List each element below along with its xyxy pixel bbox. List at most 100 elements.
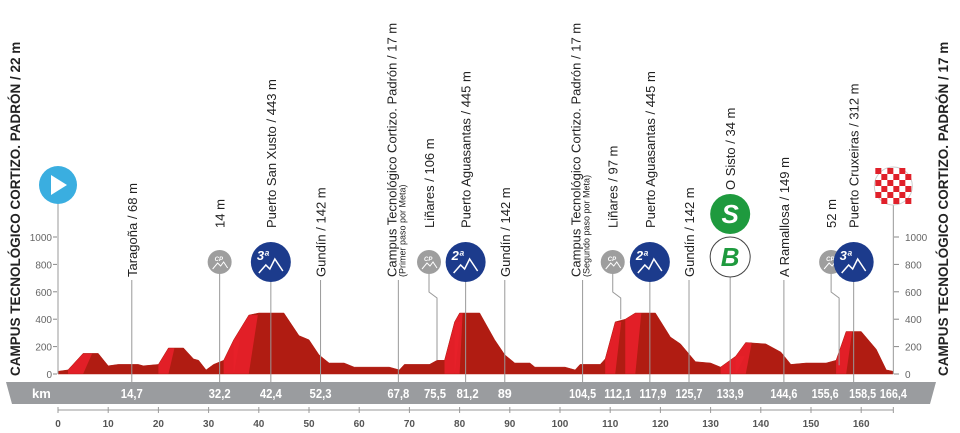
x-tick-label: 100 (552, 419, 569, 430)
point-label: Liñares / 106 m (422, 138, 437, 228)
elevation-profile (58, 313, 894, 374)
finish-title: CAMPUS TECNOLÓGICO CORTIZO. PADRÓN / 17 … (936, 42, 951, 376)
climb-category-icon (629, 242, 670, 282)
x-tick-label: 20 (153, 419, 165, 430)
sprint-icon (710, 194, 751, 234)
km-label: km (32, 386, 51, 401)
checker-square (905, 198, 912, 204)
climb-category-icon (250, 242, 291, 282)
mountain-icon (421, 261, 438, 270)
marker-line (612, 262, 622, 320)
km-point-label: 32,2 (209, 387, 231, 401)
point-label: 52 m (824, 199, 839, 228)
point-label: Gundín / 142 m (314, 187, 329, 277)
mountain-icon (453, 257, 479, 274)
climb-face (233, 315, 258, 374)
x-tick-label: 0 (55, 419, 61, 430)
x-tick-label: 80 (454, 419, 466, 430)
x-tick-label: 110 (602, 419, 619, 430)
checker-square (899, 180, 906, 186)
y-tick-label-left: 200 (35, 343, 52, 354)
km-point-label: 117,9 (639, 387, 666, 401)
x-tick-label: 70 (404, 419, 416, 430)
marker-line (830, 262, 840, 366)
mountain-icon (212, 261, 229, 270)
point-label: Taragoña / 68 m (125, 183, 140, 277)
checker-square (899, 192, 906, 198)
checker-square (887, 168, 894, 174)
checker-square (875, 180, 882, 186)
x-tick-label: 30 (203, 419, 215, 430)
cp-icon-text: CP (608, 257, 617, 263)
climb-category-icon (833, 242, 874, 282)
x-tick-label: 10 (103, 419, 115, 430)
climb-category-label: 2ª (451, 248, 465, 263)
y-tick-label-right: 1000 (905, 233, 928, 244)
cp-icon-text: CP (424, 257, 433, 263)
km-point-label: 42,4 (260, 387, 282, 401)
checker-square (881, 198, 888, 204)
x-tick-label: 50 (303, 419, 315, 430)
x-tick-label: 60 (354, 419, 366, 430)
y-tick-label-right: 400 (905, 315, 922, 326)
point-label: Puerto San Xusto / 443 m (264, 79, 279, 228)
y-tick-label-right: 200 (905, 343, 922, 354)
cp-icon-text: CP (826, 257, 835, 263)
point-sublabel: (Primer paso por Meta) (397, 184, 407, 277)
point-label: Gundín / 142 m (682, 187, 697, 277)
km-point-label: 112,1 (604, 387, 631, 401)
x-tick-label: 120 (652, 419, 669, 430)
x-tick-label: 130 (702, 419, 719, 430)
point-sublabel: (Segundo paso por Meta) (582, 175, 592, 277)
climb-face (625, 313, 642, 374)
cp-icon-text: CP (215, 257, 224, 263)
checker-square (881, 174, 888, 180)
mountain-icon (637, 257, 663, 274)
checker-square (881, 186, 888, 192)
point-label: O Sisto / 34 m (723, 108, 738, 190)
km-point-label: 166,4 (880, 387, 907, 401)
climb-category-icon (445, 242, 486, 282)
point-label: Campus Tecnológico Cortizo. Padrón / 17 … (569, 23, 584, 277)
checker-square (899, 168, 906, 174)
mountain-icon (605, 261, 622, 270)
sprint-icon-letter: S (722, 199, 740, 229)
point-label: Campus Tecnológico Cortizo. Padrón / 17 … (384, 23, 399, 277)
km-point-label: 158,5 (849, 387, 876, 401)
x-tick-label: 90 (504, 419, 516, 430)
checker-square (893, 174, 900, 180)
climb-face (605, 321, 622, 374)
y-tick-label-left: 0 (46, 370, 52, 381)
climb-category-label: 3ª (840, 248, 853, 263)
point-label: Liñares / 97 m (606, 146, 621, 228)
km-point-label: 52,3 (310, 387, 332, 401)
checker-square (905, 174, 912, 180)
climb-face (158, 347, 175, 374)
point-label: Puerto Aguasantas / 445 m (643, 71, 658, 228)
checker-square (893, 186, 900, 192)
y-tick-label-right: 600 (905, 288, 922, 299)
point-label: Puerto Cruxeiras / 312 m (847, 83, 862, 228)
km-point-label: 125,7 (676, 387, 703, 401)
mountain-icon (258, 257, 284, 274)
x-tick-label: 40 (253, 419, 265, 430)
km-point-label: 144,6 (770, 387, 797, 401)
y-tick-label-left: 600 (35, 288, 52, 299)
km-point-label: 133,9 (717, 387, 744, 401)
climb-face (68, 353, 93, 374)
y-tick-label-right: 800 (905, 260, 922, 271)
profile-outline (57, 312, 894, 375)
point-label: A Ramallosa / 149 m (777, 157, 792, 277)
x-tick-label: 150 (803, 419, 820, 430)
checker-square (875, 168, 882, 174)
climb-face (454, 313, 463, 374)
y-tick-label-right: 0 (905, 370, 911, 381)
checker-square (893, 198, 900, 204)
bonus-icon-letter: B (721, 242, 740, 272)
climb-category-label: 2ª (635, 248, 649, 263)
point-label: 14 m (213, 199, 228, 228)
point-label: Puerto Aguasantas / 445 m (459, 71, 474, 228)
km-point-label: 67,8 (387, 387, 409, 401)
checker-square (875, 192, 882, 198)
